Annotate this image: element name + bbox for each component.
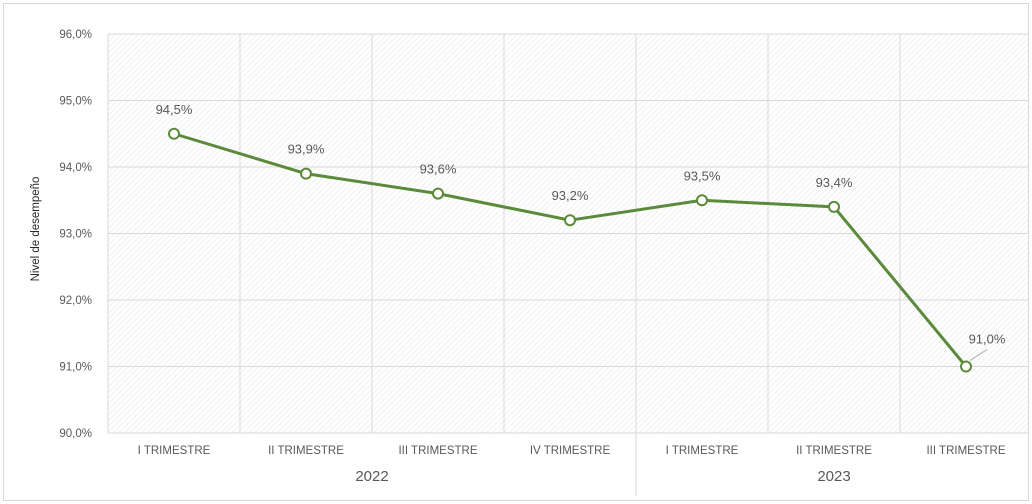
y-axis-ticks: 90,0% 91,0% 92,0% 93,0% 94,0% 95,0% 96,0% (59, 29, 92, 440)
data-label: 93,9% (288, 142, 325, 157)
series-line (168, 127, 972, 373)
data-point-marker (300, 167, 312, 180)
y-tick-label: 94,0% (59, 162, 92, 174)
y-tick-label: 91,0% (59, 362, 92, 374)
data-label: 93,2% (552, 188, 589, 203)
x-category-label: I TRIMESTRE (138, 445, 211, 457)
data-label: 93,5% (684, 168, 721, 183)
y-tick-label: 95,0% (59, 96, 92, 108)
data-label: 93,4% (816, 175, 853, 190)
x-category-label: II TRIMESTRE (268, 445, 344, 457)
chart-frame: 90,0% 91,0% 92,0% 93,0% 94,0% 95,0% 96,0% Nive… (3, 3, 1029, 501)
x-category-label: I TRIMESTRE (666, 445, 739, 457)
data-label: 91,0% (969, 332, 1006, 347)
x-category-label: III TRIMESTRE (398, 445, 477, 457)
data-point-marker (432, 187, 444, 200)
y-tick-label: 90,0% (59, 428, 92, 440)
y-tick-label: 96,0% (59, 29, 92, 41)
data-labels: 94,5% 93,9% 93,6% 93,2% 93,5% 93,4% 91,0% (156, 102, 1006, 361)
data-label: 94,5% (156, 102, 193, 117)
data-point-marker (828, 200, 840, 213)
data-point-marker (960, 360, 972, 373)
y-tick-label: 92,0% (59, 295, 92, 307)
data-point-marker (564, 214, 576, 227)
x-category-label: III TRIMESTRE (926, 445, 1005, 457)
data-label: 93,6% (420, 162, 457, 177)
data-point-marker (696, 194, 708, 207)
line-chart: 90,0% 91,0% 92,0% 93,0% 94,0% 95,0% 96,0% Nive… (30, 29, 1028, 496)
y-tick-label: 93,0% (59, 229, 92, 241)
x-group-label: 2022 (355, 468, 388, 485)
data-point-marker (168, 127, 180, 140)
x-category-label: IV TRIMESTRE (530, 445, 611, 457)
x-group-label: 2023 (817, 468, 850, 485)
x-category-label: II TRIMESTRE (796, 445, 872, 457)
data-label-leader-line (969, 349, 988, 361)
x-axis: I TRIMESTRE II TRIMESTRE III TRIMESTRE IV T… (138, 433, 1006, 496)
gridlines (107, 33, 1028, 434)
y-axis-label: Nivel de desempeño (30, 177, 42, 282)
